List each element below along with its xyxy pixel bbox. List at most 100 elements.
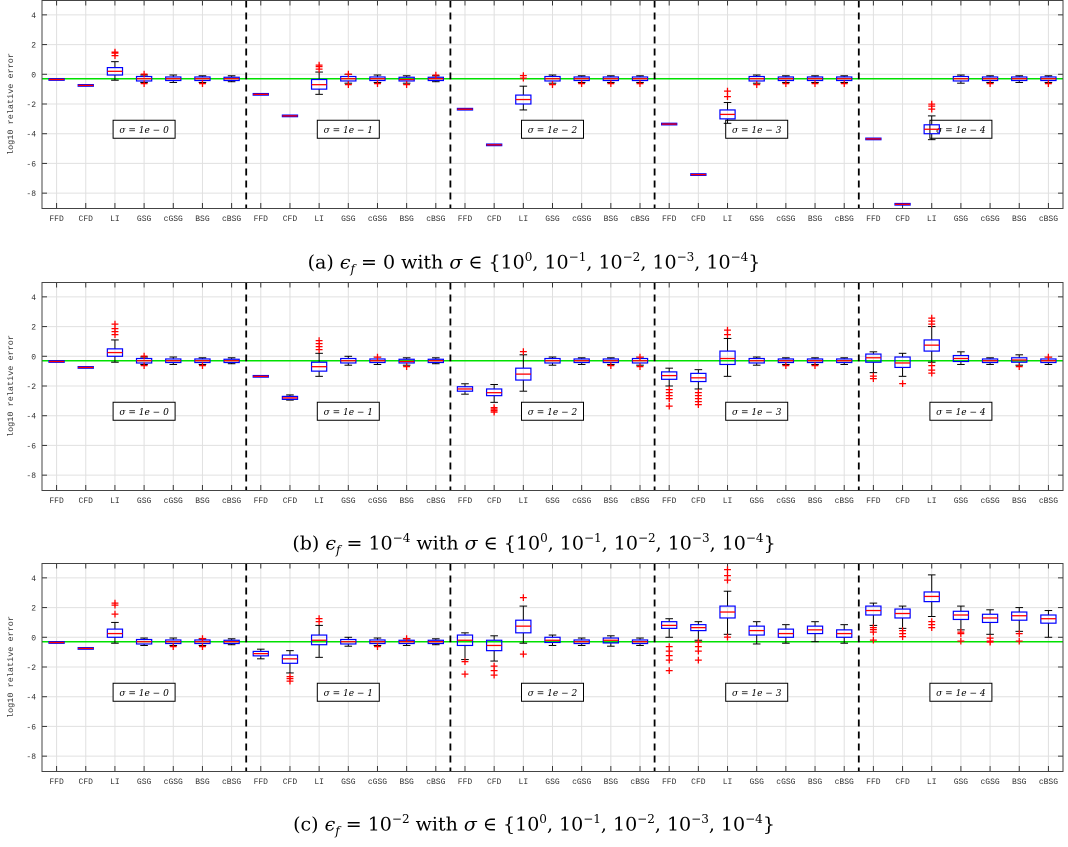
y-axis-label: log10 relative error — [6, 53, 16, 155]
box-cfd — [894, 202, 911, 206]
y-axis-label: log10 relative error — [6, 335, 16, 437]
box-cbsg — [223, 75, 240, 83]
sigma-label: σ = 1e − 4 — [936, 689, 986, 699]
outlier-marker: + — [927, 312, 936, 325]
y-tick-label: 0 — [31, 71, 36, 80]
outlier-marker: + — [519, 648, 528, 661]
outlier-marker: + — [315, 62, 324, 75]
box-li: +++ — [923, 574, 940, 634]
outlier-marker: + — [139, 359, 148, 372]
outlier-marker: + — [635, 350, 644, 363]
box-li: +++ — [106, 596, 124, 644]
box-cbsg: + — [631, 75, 649, 90]
box-cgsg — [165, 74, 182, 83]
box-ffd: ++++ — [865, 602, 882, 647]
outlier-marker: + — [869, 372, 878, 385]
outlier-marker: + — [198, 632, 207, 645]
box-cfd: +++ — [281, 650, 299, 687]
outlier-marker: + — [927, 318, 936, 331]
box-gsg: +++ — [952, 605, 970, 647]
outlier-marker: + — [694, 654, 703, 667]
x-tick-label-cgsg: cGSG — [980, 497, 999, 506]
box-ffd: +++++ — [661, 618, 678, 677]
x-tick-label-gsg: GSG — [749, 778, 764, 787]
outlier-marker: + — [927, 102, 936, 115]
outlier-marker: + — [490, 660, 499, 673]
box-bsg: + — [194, 75, 211, 90]
x-tick-label-ffd: FFD — [866, 778, 881, 787]
x-tick-label-cgsg: cGSG — [368, 778, 387, 787]
outlier-marker: + — [956, 625, 965, 638]
box-cgsg: + — [369, 74, 386, 90]
outlier-marker: + — [285, 670, 294, 683]
outlier-marker: + — [810, 359, 819, 372]
sigma-label: σ = 1e − 3 — [732, 408, 782, 418]
outlier-marker: + — [635, 77, 644, 90]
outlier-marker: + — [723, 85, 732, 98]
x-tick-label-cfd: CFD — [895, 778, 910, 787]
x-tick-label-cgsg: cGSG — [572, 215, 591, 224]
outlier-marker: + — [285, 672, 294, 685]
outlier-marker: + — [898, 377, 907, 390]
outlier-marker: + — [490, 405, 499, 418]
x-tick-label-cfd: CFD — [283, 215, 298, 224]
outlier-marker: + — [490, 668, 499, 681]
outlier-marker: + — [285, 674, 294, 687]
x-tick-label-bsg: BSG — [808, 778, 823, 787]
outlier-marker: + — [723, 328, 732, 341]
y-tick-label: 2 — [31, 605, 36, 614]
outlier-marker: + — [927, 621, 936, 634]
outlier-marker: + — [490, 402, 499, 415]
outlier-marker: + — [315, 612, 324, 625]
outlier-marker: + — [1044, 77, 1053, 90]
x-tick-label-cgsg: cGSG — [776, 215, 795, 224]
outlier-marker: + — [344, 68, 353, 81]
box-cgsg: + — [573, 75, 590, 90]
panel-a: -8 -6 -4 -2 0 2 4 FFD CFD LI GSG cGSG BSG cBSG FFD CFD L… — [6, 0, 1064, 224]
sigma-label-box — [316, 119, 380, 139]
box-gsg — [952, 74, 970, 84]
box-bsg: + — [398, 75, 415, 91]
box-cbsg — [427, 638, 444, 646]
x-tick-label-ffd: FFD — [49, 215, 64, 224]
sigma-label-box — [112, 401, 176, 421]
outlier-marker: + — [139, 77, 148, 90]
box-cgsg: +++ — [981, 609, 999, 649]
box-bsg: ++ — [194, 632, 211, 653]
outlier-marker: + — [169, 640, 178, 653]
outlier-marker: + — [985, 631, 994, 644]
box-ffd — [48, 641, 65, 644]
x-tick-label-cbsg: cBSG — [426, 215, 445, 224]
box-ffd: ++ — [865, 351, 882, 385]
outlier-marker: + — [840, 77, 849, 90]
sigma-label: σ = 1e − 2 — [528, 126, 578, 136]
outlier-marker: + — [402, 632, 411, 645]
outlier-marker: + — [810, 77, 819, 90]
x-tick-label-bsg: BSG — [399, 497, 414, 506]
outlier-marker: + — [869, 634, 878, 647]
box-li: ++ — [310, 612, 328, 658]
x-tick-label-li: LI — [927, 497, 937, 506]
x-tick-label-bsg: BSG — [195, 497, 210, 506]
outlier-marker: + — [898, 624, 907, 637]
x-tick-label-bsg: BSG — [604, 778, 619, 787]
x-tick-label-cgsg: cGSG — [980, 778, 999, 787]
outlier-marker: + — [985, 636, 994, 649]
box-li: ++++ — [310, 334, 328, 377]
x-tick-label-gsg: GSG — [341, 497, 356, 506]
outlier-marker: + — [927, 99, 936, 112]
x-tick-label-gsg: GSG — [545, 215, 560, 224]
outlier-marker: + — [665, 389, 674, 402]
y-tick-label: -2 — [26, 664, 36, 673]
x-tick-label-li: LI — [927, 778, 937, 787]
outlier-marker: + — [927, 364, 936, 377]
outlier-marker: + — [490, 404, 499, 417]
box-li: ++ — [719, 85, 736, 124]
x-tick-label-cfd: CFD — [79, 215, 94, 224]
sigma-label-box — [521, 401, 584, 421]
box-cbsg: ++ — [631, 350, 649, 373]
box-cbsg — [631, 637, 649, 646]
outlier-marker: + — [577, 77, 586, 90]
box-cfd: ++++ — [485, 384, 503, 418]
outlier-marker: + — [665, 383, 674, 396]
